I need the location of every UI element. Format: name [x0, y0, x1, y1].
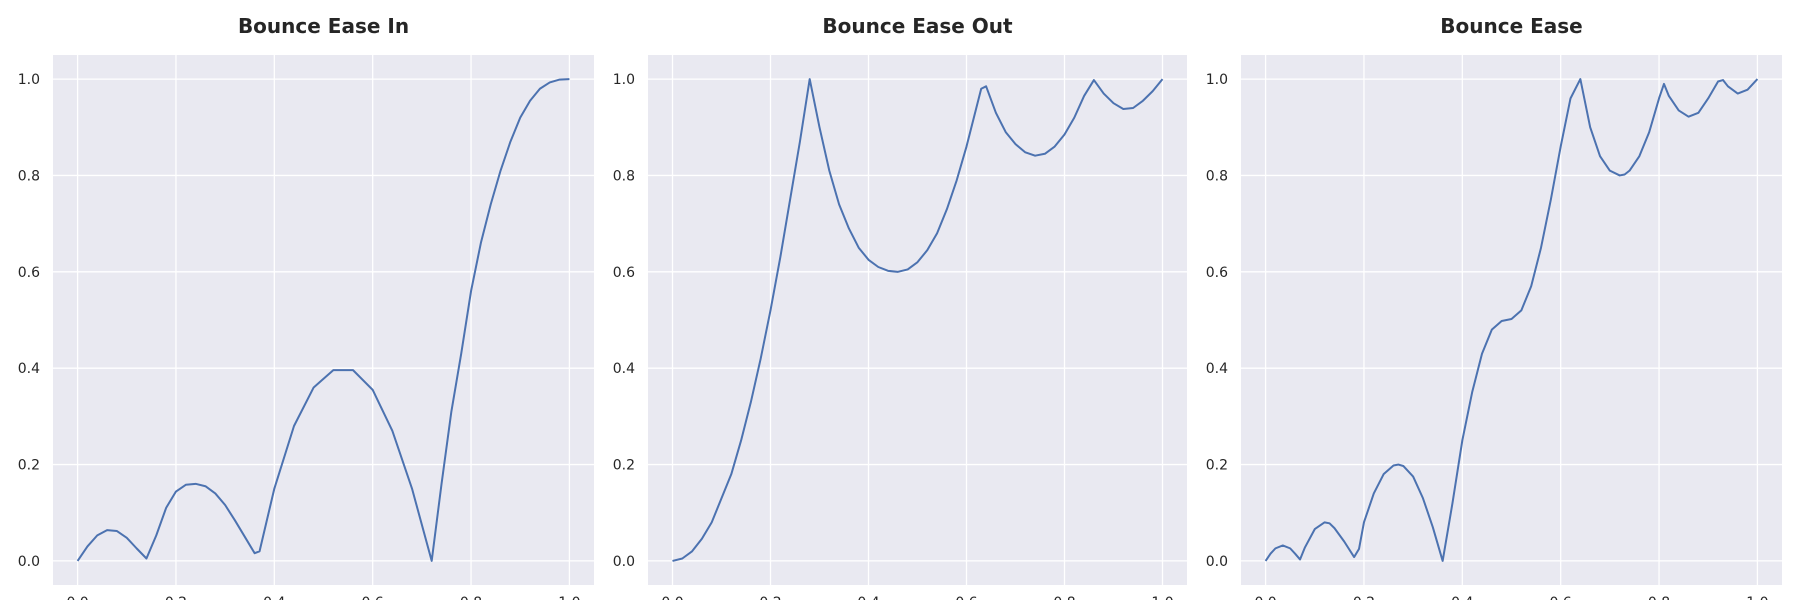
x-tick-label: 0.4	[857, 595, 879, 600]
y-tick-label: 0.0	[613, 554, 635, 570]
y-tick-label: 0.6	[613, 265, 635, 281]
x-tick-label: 0.8	[1053, 595, 1075, 600]
x-tick-label: 0.6	[955, 595, 977, 600]
series-line	[672, 78, 1164, 562]
x-tick-label: 0.2	[1353, 595, 1375, 600]
x-tick-label: 0.8	[460, 595, 482, 600]
y-tick-label: 0.2	[18, 458, 40, 474]
y-tick-label: 0.0	[18, 554, 40, 570]
x-tick-label: 1.0	[1746, 595, 1768, 600]
x-tick-label: 0.2	[759, 595, 781, 600]
y-tick-label: 0.6	[1206, 265, 1228, 281]
y-tick-label: 0.0	[1206, 554, 1228, 570]
y-tick-label: 1.0	[613, 72, 635, 88]
series-line	[1264, 78, 1759, 562]
y-tick-label: 0.6	[18, 265, 40, 281]
chart-title: Bounce Ease	[1440, 14, 1582, 38]
x-tick-label: 0.6	[362, 595, 384, 600]
series-line	[76, 78, 570, 562]
y-tick-label: 0.2	[613, 458, 635, 474]
y-tick-label: 0.8	[18, 168, 40, 184]
x-tick-label: 0.0	[66, 595, 88, 600]
y-tick-label: 0.4	[1206, 361, 1228, 377]
x-tick-label: 0.8	[1648, 595, 1670, 600]
y-tick-label: 0.8	[1206, 168, 1228, 184]
chart-panel-1: 0.0 0.2 0.4 0.6 0.8 1.0 0.0 0.2 0.4 0.6 0.8 1.0 Boun…	[18, 14, 594, 600]
plot-area	[53, 55, 594, 585]
x-tick-label: 0.0	[661, 595, 683, 600]
x-tick-label: 0.4	[263, 595, 285, 600]
y-tick-label: 0.8	[613, 168, 635, 184]
y-tick-label: 0.4	[18, 361, 40, 377]
plot-area	[648, 55, 1187, 585]
y-tick-label: 0.4	[613, 361, 635, 377]
y-tick-label: 1.0	[18, 72, 40, 88]
x-tick-label: 0.2	[165, 595, 187, 600]
x-tick-label: 1.0	[1151, 595, 1173, 600]
chart-panel-3: 0.0 0.2 0.4 0.6 0.8 1.0 0.0 0.2 0.4 0.6 0.8 1.0 Boun…	[1206, 14, 1782, 600]
x-tick-label: 1.0	[558, 595, 580, 600]
y-tick-label: 1.0	[1206, 72, 1228, 88]
chart-panel-2: 0.0 0.2 0.4 0.6 0.8 1.0 0.0 0.2 0.4 0.6 0.8 1.0 Boun…	[613, 14, 1187, 600]
y-tick-label: 0.2	[1206, 458, 1228, 474]
x-tick-label: 0.0	[1254, 595, 1276, 600]
chart-title: Bounce Ease In	[238, 14, 409, 38]
x-tick-label: 0.4	[1451, 595, 1473, 600]
chart-title: Bounce Ease Out	[822, 14, 1013, 38]
x-tick-label: 0.6	[1550, 595, 1572, 600]
